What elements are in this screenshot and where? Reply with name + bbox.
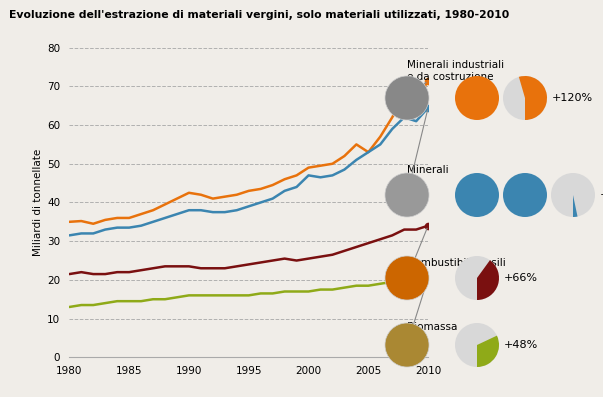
Wedge shape — [477, 335, 499, 367]
Text: Biomassa: Biomassa — [407, 322, 457, 332]
Circle shape — [455, 173, 499, 217]
Wedge shape — [573, 195, 578, 217]
Wedge shape — [519, 76, 547, 120]
Y-axis label: Miliardi di tonnellate: Miliardi di tonnellate — [33, 149, 43, 256]
Text: Combustibili fossili: Combustibili fossili — [407, 258, 506, 268]
Circle shape — [385, 323, 429, 367]
Circle shape — [503, 76, 547, 120]
Circle shape — [455, 323, 499, 367]
Circle shape — [385, 76, 429, 120]
Circle shape — [385, 256, 429, 300]
Text: Minerali: Minerali — [407, 165, 449, 175]
Text: Evoluzione dell'estrazione di materiali vergini, solo materiali utilizzati, 1980: Evoluzione dell'estrazione di materiali … — [9, 10, 510, 20]
Circle shape — [455, 76, 499, 120]
Circle shape — [551, 173, 595, 217]
Text: Minerali industriali
e da costruzione: Minerali industriali e da costruzione — [407, 60, 504, 82]
Circle shape — [503, 173, 547, 217]
Text: +66%: +66% — [504, 273, 538, 283]
Text: +48%: +48% — [504, 340, 538, 350]
Circle shape — [385, 173, 429, 217]
Circle shape — [455, 256, 499, 300]
Wedge shape — [477, 260, 499, 300]
Text: +202%: +202% — [600, 190, 603, 200]
Text: +120%: +120% — [552, 93, 593, 103]
